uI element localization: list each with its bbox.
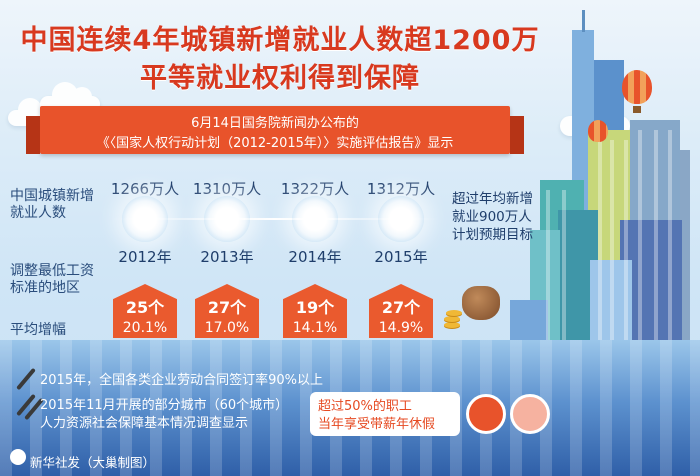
avg-increase-row-label: 平均增幅 [10, 322, 66, 338]
regions-count-2015: 27个 [381, 298, 421, 317]
sun-hat-icon [466, 394, 506, 434]
employment-value-2014: 1322万人 [280, 180, 350, 198]
leave-sticker [310, 392, 460, 436]
employment-value-2012: 1266万人 [110, 180, 180, 198]
avg-increase-2014: 14.1% [292, 320, 338, 336]
hot-air-balloon-icon [588, 120, 608, 142]
employment-value-2015: 1312万人 [366, 180, 436, 198]
xinhua-logo-icon [10, 449, 26, 465]
avg-increase-2013: 17.0% [204, 320, 250, 336]
banner-line1: 6月14日国务院新闻办公布的 [191, 116, 359, 131]
coin-icon [446, 310, 462, 316]
year-label-2012: 2012年 [118, 248, 172, 266]
avg-increase-2012: 20.1% [122, 320, 168, 336]
banner-line2: 《〈国家人权行动计划（2012-2015年）〉实施评估报告》显示 [96, 136, 454, 151]
glow-marker [378, 196, 424, 242]
regions-count-2012: 25个 [125, 298, 165, 317]
year-label-2015: 2015年 [374, 248, 428, 266]
avg-increase-2015: 14.9% [378, 320, 424, 336]
hot-air-balloon-icon [622, 70, 652, 104]
leave-sticker-text: 超过50%的职工 当年享受带薪年休假 [318, 398, 458, 434]
survey-note: 2015年11月开展的部分城市（60个城市） 人力资源社会保障基本情况调查显示 [40, 397, 288, 433]
goal-note: 超过年均新增就业900万人计划预期目标 [452, 191, 533, 243]
coin-icon [444, 322, 460, 328]
glow-marker [204, 196, 250, 242]
regions-count-2013: 27个 [207, 298, 247, 317]
balloon-basket [633, 106, 641, 113]
survey-note-line1: 2015年11月开展的部分城市（60个城市） [40, 398, 289, 413]
year-label-2014: 2014年 [288, 248, 342, 266]
min-wage-row-label: 调整最低工资标准的地区 [10, 263, 94, 296]
glow-marker [292, 196, 338, 242]
coin-purse-icon [462, 286, 500, 320]
flower-icon [510, 394, 550, 434]
employment-row-label: 中国城镇新增就业人数 [10, 188, 94, 221]
contract-rate-note: 2015年，全国各类企业劳动合同签订率90%以上 [40, 373, 323, 388]
employment-value-2013: 1310万人 [192, 180, 262, 198]
sticker-line2: 当年享受带薪年休假 [318, 417, 436, 432]
regions-count-2014: 19个 [295, 298, 335, 317]
source-banner: 6月14日国务院新闻办公布的 《〈国家人权行动计划（2012-2015年）〉实施… [26, 106, 524, 154]
sticker-line1: 超过50%的职工 [318, 399, 412, 414]
year-label-2013: 2013年 [200, 248, 254, 266]
coin-icon [444, 316, 460, 322]
survey-note-line2: 人力资源社会保障基本情况调查显示 [40, 416, 249, 431]
timeline-line [110, 218, 440, 220]
glow-marker [122, 196, 168, 242]
page-title: 中国连续4年城镇新增就业人数超1200万 [20, 25, 540, 56]
credit-line: 新华社发（大巢制图） [30, 455, 156, 470]
page-subtitle: 平等就业权利得到保障 [140, 63, 420, 94]
